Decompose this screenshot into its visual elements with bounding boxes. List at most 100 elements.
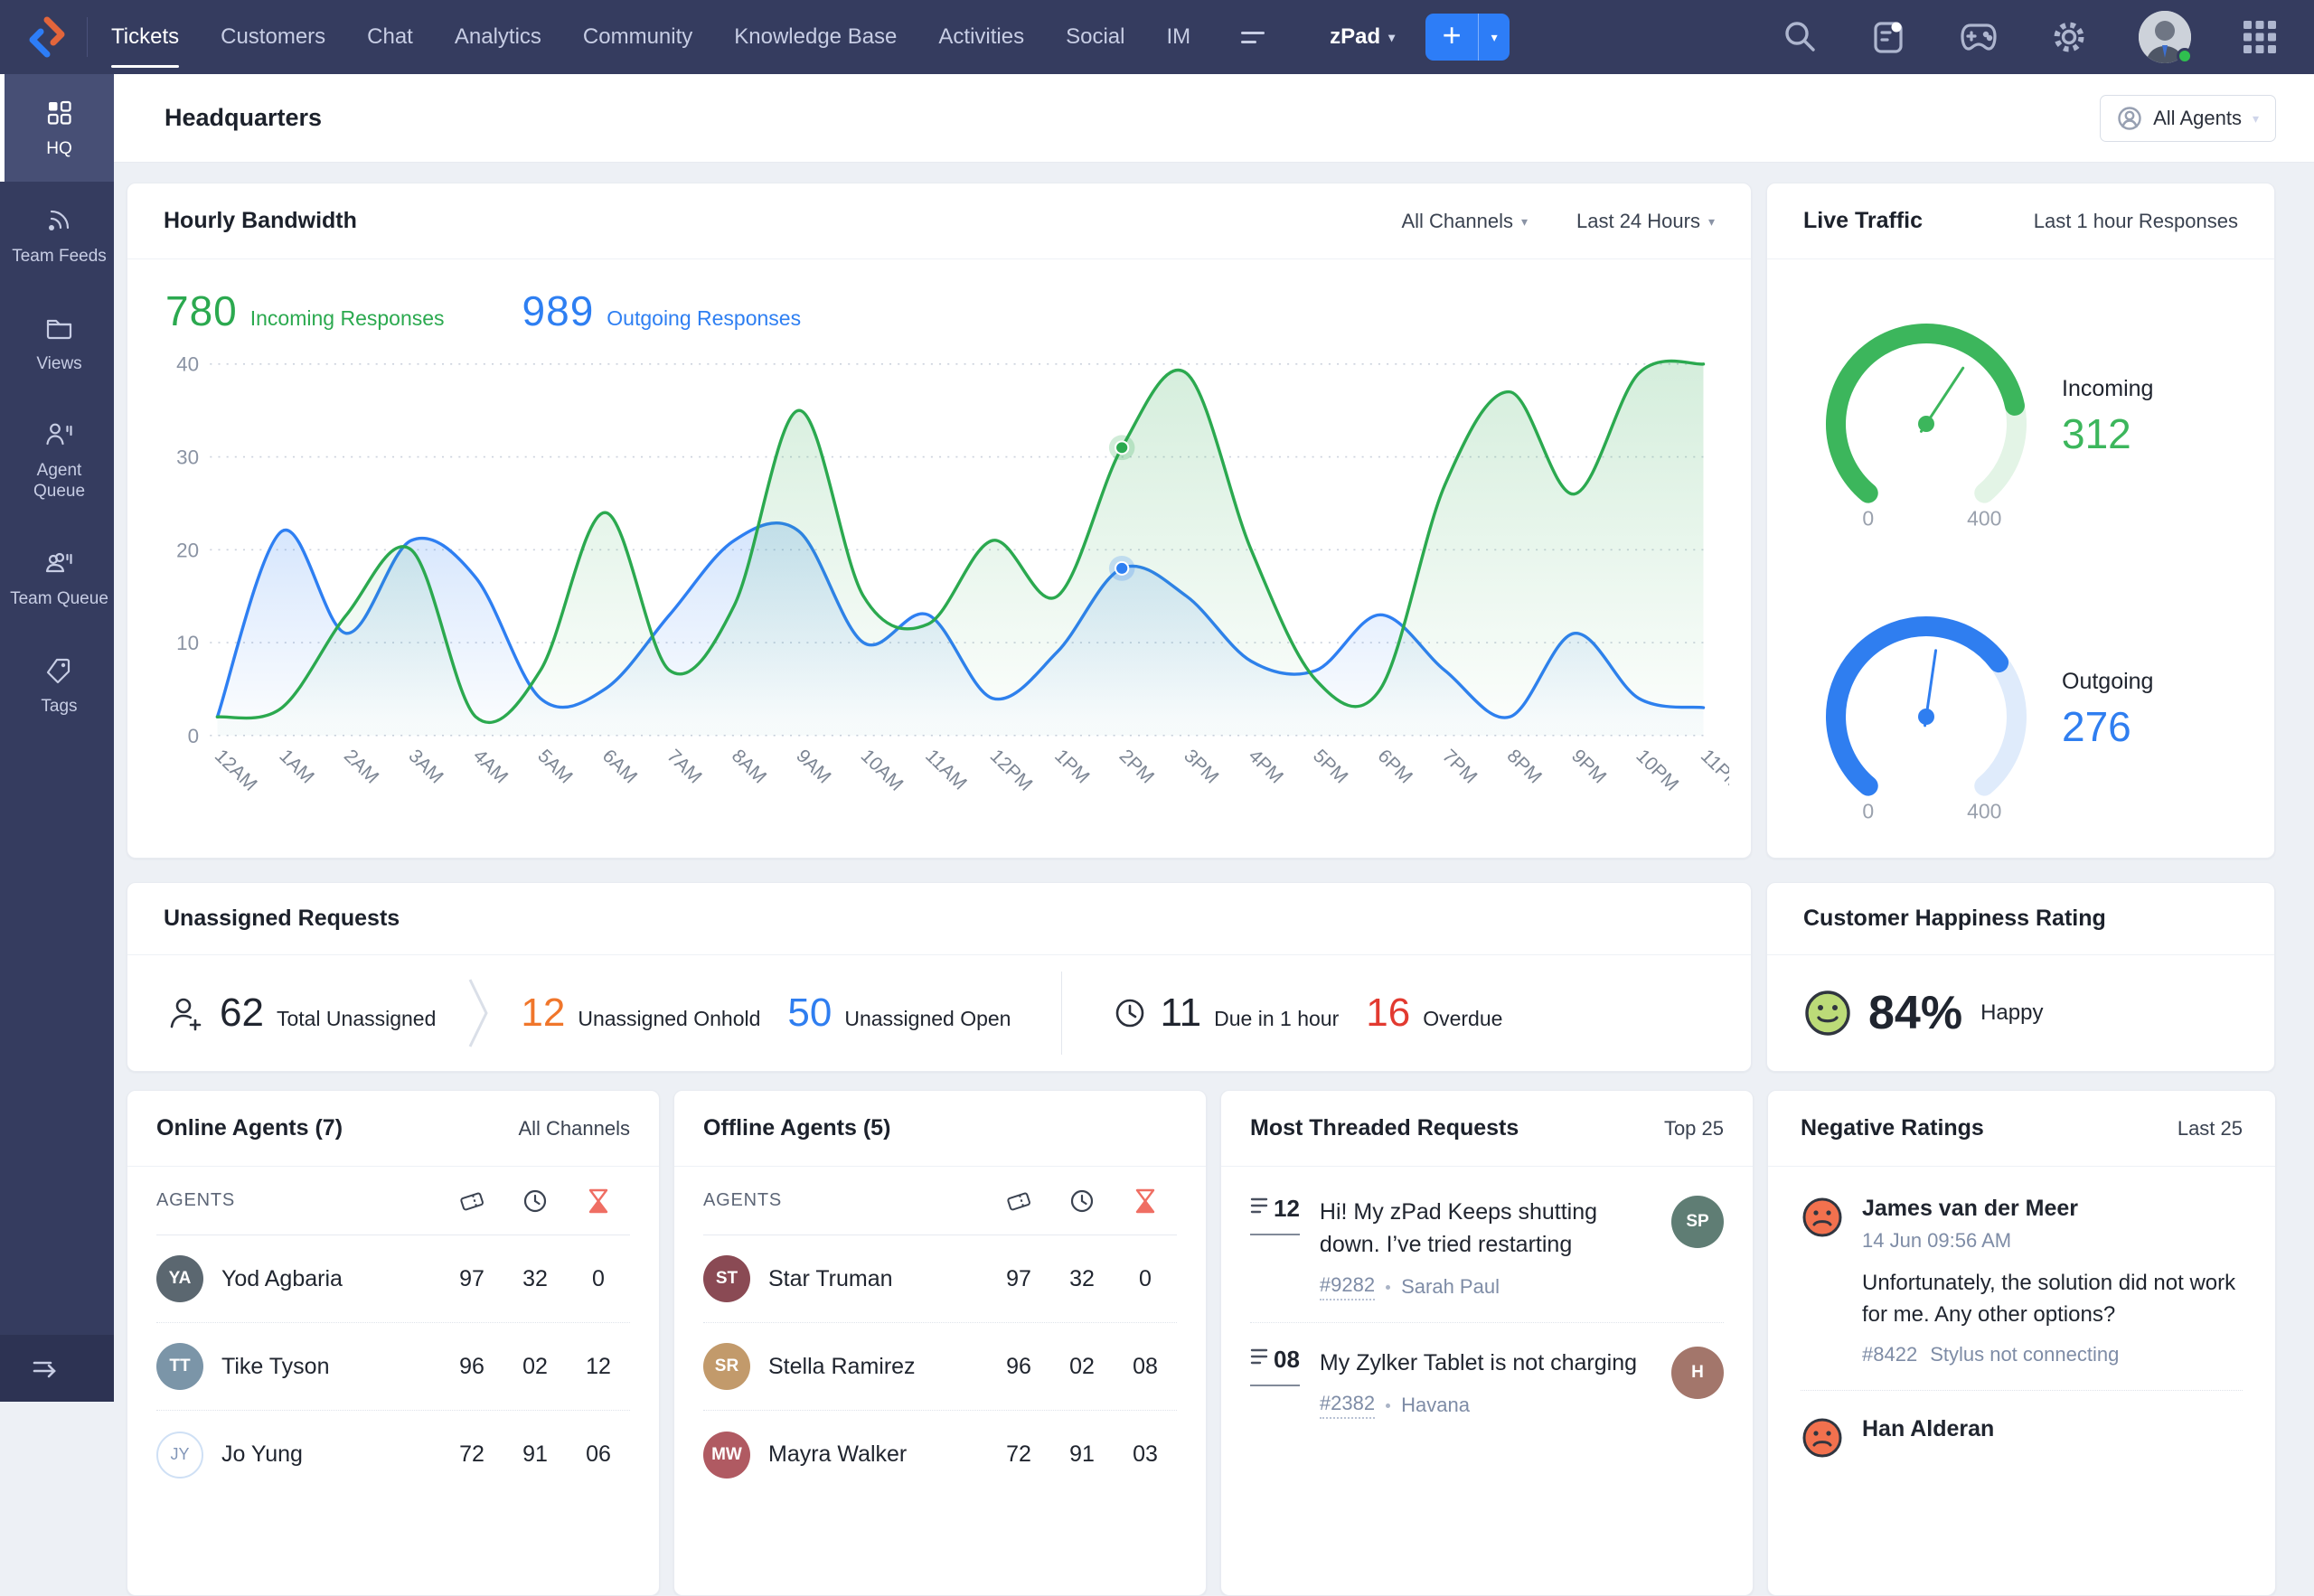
gamescope-icon[interactable] xyxy=(1958,18,1999,56)
request-subject: My Zylker Tablet is not charging xyxy=(1320,1347,1646,1379)
top-navbar: Tickets Customers Chat Analytics Community Kn… xyxy=(0,0,2314,74)
nav-item-knowledge-base[interactable]: Knowledge Base xyxy=(734,0,897,74)
sidebar-item-team-queue[interactable]: Team Queue xyxy=(0,524,114,632)
svg-text:2AM: 2AM xyxy=(340,746,383,787)
user-avatar[interactable] xyxy=(2139,11,2191,63)
sidebar-item-team-feeds[interactable]: Team Feeds xyxy=(0,182,114,289)
agent-count: 72 xyxy=(987,1441,1050,1468)
negative-rating-item[interactable]: Han Alderan xyxy=(1801,1391,2243,1483)
bandwidth-totals: 780 Incoming Responses 989 Outgoing Resp… xyxy=(127,259,1751,335)
department-label: zPad xyxy=(1330,24,1380,50)
svg-text:0: 0 xyxy=(188,725,199,747)
chevron-down-icon[interactable]: ▾ xyxy=(1479,14,1510,61)
sidebar-item-hq[interactable]: HQ xyxy=(0,74,114,182)
sidebar-item-label: Team Feeds xyxy=(10,247,108,268)
sidebar-item-agent-queue[interactable]: Agent Queue xyxy=(0,396,114,524)
svg-text:7PM: 7PM xyxy=(1438,746,1482,787)
settings-gear-icon[interactable] xyxy=(2050,18,2088,56)
agent-count: 03 xyxy=(1114,1441,1177,1468)
rating-body: Han Alderan xyxy=(1862,1416,2243,1460)
agent-person-icon xyxy=(2117,106,2142,131)
ticket-number[interactable]: #2382 xyxy=(1320,1392,1375,1419)
svg-text:8PM: 8PM xyxy=(1502,746,1546,787)
nav-item-social[interactable]: Social xyxy=(1066,0,1124,74)
agent-name: Yod Agbaria xyxy=(221,1266,343,1292)
agent-name: Jo Yung xyxy=(221,1441,303,1468)
sidebar-item-label: Agent Queue xyxy=(10,461,108,502)
agent-name: Mayra Walker xyxy=(768,1441,907,1468)
hourglass-icon xyxy=(567,1188,630,1215)
sidebar-item-label: Team Queue xyxy=(10,589,108,610)
sidebar-item-tags[interactable]: Tags xyxy=(0,632,114,739)
thread-count-value: 08 xyxy=(1274,1347,1300,1373)
svg-text:12PM: 12PM xyxy=(986,746,1037,795)
add-split-button[interactable]: + ▾ xyxy=(1425,14,1510,61)
svg-text:3PM: 3PM xyxy=(1180,746,1223,787)
department-dropdown[interactable]: zPad ▾ xyxy=(1330,24,1395,50)
svg-text:400: 400 xyxy=(1967,507,2001,530)
search-icon[interactable] xyxy=(1781,18,1819,56)
nav-item-customers[interactable]: Customers xyxy=(221,0,325,74)
unassigned-header: Unassigned Requests xyxy=(127,883,1751,955)
rating-comment: Unfortunately, the solution did not work… xyxy=(1862,1267,2243,1330)
ticket-number[interactable]: #9282 xyxy=(1320,1273,1375,1300)
clock-icon xyxy=(503,1188,567,1214)
agent-count: 91 xyxy=(1050,1441,1114,1468)
nav-item-community[interactable]: Community xyxy=(583,0,692,74)
online-agents-channel-label: All Channels xyxy=(518,1117,630,1141)
range-filter-dropdown[interactable]: Last 24 Hours ▾ xyxy=(1576,210,1715,233)
ticket-icon xyxy=(987,1188,1050,1215)
nav-item-tickets[interactable]: Tickets xyxy=(111,0,179,74)
happiness-label: Happy xyxy=(1980,1000,2043,1026)
sidebar-item-views[interactable]: Views xyxy=(0,289,114,397)
nav-item-chat[interactable]: Chat xyxy=(367,0,413,74)
sidebar-collapse-toggle[interactable] xyxy=(0,1335,114,1402)
ticket-number[interactable]: #8422 xyxy=(1862,1343,1917,1366)
offline-agents-title: Offline Agents (5) xyxy=(703,1115,890,1141)
chevron-down-icon: ▾ xyxy=(1708,215,1715,228)
unassigned-title: Unassigned Requests xyxy=(164,906,400,932)
agent-name: Tike Tyson xyxy=(221,1354,330,1380)
page-header: Headquarters All Agents ▾ xyxy=(114,74,2314,163)
sidebar-items: HQ Team Feeds Views Agent Queue Team Queue Ta… xyxy=(0,74,114,739)
stat-value: 12 xyxy=(521,990,565,1036)
negative-title: Negative Ratings xyxy=(1801,1115,1984,1141)
more-tabs-icon[interactable] xyxy=(1236,26,1270,49)
nav-item-im[interactable]: IM xyxy=(1166,0,1190,74)
channels-filter-dropdown[interactable]: All Channels ▾ xyxy=(1401,210,1528,233)
apps-grid-icon[interactable] xyxy=(2242,19,2278,55)
stat-value: 62 xyxy=(220,990,264,1036)
agent-count: 91 xyxy=(503,1441,567,1468)
brand-logo[interactable] xyxy=(18,16,76,58)
add-icon[interactable]: + xyxy=(1425,14,1478,61)
online-agents-header: Online Agents (7) All Channels xyxy=(127,1091,659,1167)
outgoing-total-label: Outgoing Responses xyxy=(607,306,801,331)
nav-item-activities[interactable]: Activities xyxy=(938,0,1024,74)
ticket-icon xyxy=(440,1188,503,1215)
clock-icon xyxy=(1113,996,1147,1030)
knowledge-feed-icon[interactable] xyxy=(1869,18,1907,56)
gauge-label: Incoming xyxy=(2062,376,2153,402)
agent-count: 97 xyxy=(440,1266,503,1292)
all-agents-dropdown[interactable]: All Agents ▾ xyxy=(2100,95,2276,142)
sidebar-item-label: Tags xyxy=(10,697,108,718)
nav-item-analytics[interactable]: Analytics xyxy=(455,0,541,74)
thread-lines-icon xyxy=(1250,1196,1268,1216)
